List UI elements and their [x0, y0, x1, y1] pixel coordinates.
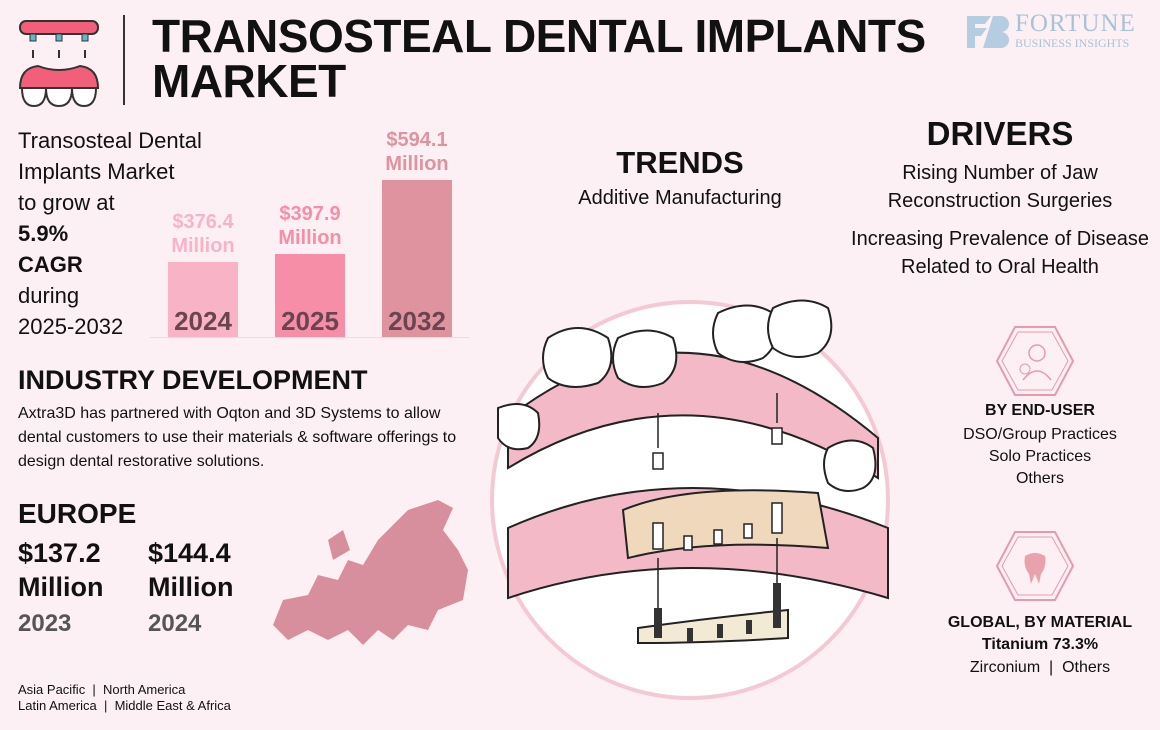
- bar-unit: Million: [171, 235, 235, 258]
- europe-section: EUROPE $137.2 Million 2023 $144.4 Millio…: [18, 498, 234, 637]
- dental-implant-illustration: [490, 299, 890, 700]
- market-growth-summary: Transosteal Dental Implants Market to grow…: [18, 128, 202, 339]
- industry-development-section: INDUSTRY DEVELOPMENT Axtra3D has partner…: [18, 365, 457, 470]
- page-title: TRANSOSTEAL DENTAL IMPLANTS MARKET: [152, 10, 926, 107]
- bar-value-label: $594.1 Million: [372, 128, 462, 176]
- dentist-icon: [995, 326, 1075, 396]
- bar-2024: 2024: [168, 262, 238, 337]
- bar-value: $594.1: [386, 128, 448, 151]
- bar-value-label: $397.9 Million: [265, 202, 355, 250]
- bar-year-label: 2024: [174, 306, 232, 336]
- material-section: GLOBAL, BY MATERIAL Titanium 73.3% Zirco…: [947, 614, 1133, 676]
- bar-value-label: $376.4 Million: [158, 210, 248, 258]
- denture-implant-icon: [18, 20, 100, 108]
- market-size-bar-chart: 2024 $376.4 Million 2025 $397.9 Million 2032 $5…: [150, 110, 470, 338]
- end-user-section: BY END-USER DSO/Group Practices Solo Pra…: [963, 402, 1117, 487]
- bar-value: $397.9: [279, 203, 341, 226]
- fortune-logo: FORTUNE BUSINESS INSIGHTS: [965, 11, 1136, 51]
- europe-map-icon: [273, 500, 468, 645]
- other-regions: Asia Pacific | North America Latin Americ…: [18, 682, 231, 713]
- trends-section: TRENDS Additive Manufacturing: [578, 145, 782, 209]
- europe-value-2024: $144.4 Million 2024: [148, 538, 234, 637]
- header-divider: [123, 15, 125, 105]
- tooth-icon: [995, 531, 1075, 601]
- bar-2025: 2025: [275, 254, 345, 337]
- bar-2032: 2032: [382, 179, 452, 337]
- europe-value-2023: $137.2 Million 2023: [18, 538, 104, 637]
- bar-value: $376.4: [172, 211, 234, 234]
- bar-unit: Million: [278, 227, 342, 250]
- bar-year-label: 2032: [388, 306, 446, 336]
- fortune-logo-mark-icon: [967, 15, 1009, 48]
- bar-year-label: 2025: [281, 306, 339, 336]
- bar-unit: Million: [385, 152, 449, 175]
- drivers-section: DRIVERS Rising Number of Jaw Reconstruct…: [851, 115, 1149, 278]
